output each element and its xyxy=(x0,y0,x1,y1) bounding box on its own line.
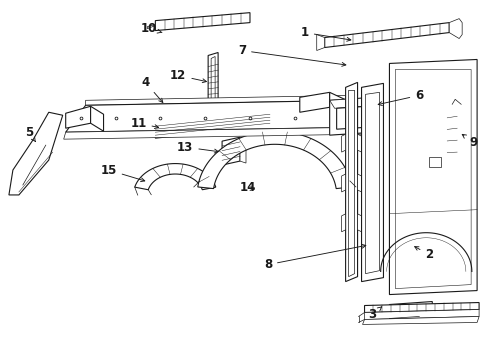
Polygon shape xyxy=(330,97,379,108)
Polygon shape xyxy=(147,24,155,28)
Text: 12: 12 xyxy=(170,69,206,83)
Polygon shape xyxy=(208,53,218,105)
Polygon shape xyxy=(135,163,216,190)
Polygon shape xyxy=(363,316,479,324)
Polygon shape xyxy=(390,302,432,319)
Polygon shape xyxy=(358,214,362,232)
Text: 2: 2 xyxy=(415,247,433,261)
Polygon shape xyxy=(395,69,471,289)
Text: 6: 6 xyxy=(378,89,423,105)
Polygon shape xyxy=(337,106,368,129)
Polygon shape xyxy=(342,214,345,232)
Polygon shape xyxy=(86,95,355,105)
Polygon shape xyxy=(222,137,240,165)
Polygon shape xyxy=(240,137,246,163)
Bar xyxy=(429,157,441,167)
Polygon shape xyxy=(91,106,103,131)
Polygon shape xyxy=(300,92,330,112)
Polygon shape xyxy=(449,19,462,39)
Polygon shape xyxy=(358,134,362,152)
Polygon shape xyxy=(342,174,345,192)
Polygon shape xyxy=(9,112,63,195)
Text: 5: 5 xyxy=(24,126,35,141)
Polygon shape xyxy=(66,100,365,132)
Polygon shape xyxy=(155,13,250,31)
Polygon shape xyxy=(66,106,91,128)
Polygon shape xyxy=(366,92,379,274)
Polygon shape xyxy=(64,127,365,139)
Polygon shape xyxy=(211,57,215,102)
Polygon shape xyxy=(317,35,325,50)
Polygon shape xyxy=(345,82,358,282)
Polygon shape xyxy=(330,97,374,135)
Polygon shape xyxy=(325,23,449,48)
Text: 14: 14 xyxy=(240,181,256,194)
Polygon shape xyxy=(390,59,477,294)
Polygon shape xyxy=(362,84,384,282)
Polygon shape xyxy=(447,104,457,164)
Polygon shape xyxy=(348,90,355,276)
Text: 9: 9 xyxy=(462,134,477,149)
Text: 3: 3 xyxy=(368,307,382,321)
Text: 8: 8 xyxy=(264,244,366,271)
Polygon shape xyxy=(330,92,344,114)
Text: 4: 4 xyxy=(141,76,163,103)
Text: 13: 13 xyxy=(177,141,219,154)
Polygon shape xyxy=(358,174,362,192)
Polygon shape xyxy=(155,111,270,138)
Text: 10: 10 xyxy=(140,22,162,35)
Polygon shape xyxy=(365,310,479,319)
Polygon shape xyxy=(365,302,479,312)
Text: 1: 1 xyxy=(301,26,351,41)
Text: 15: 15 xyxy=(100,163,145,182)
Text: 7: 7 xyxy=(238,44,346,66)
Text: 11: 11 xyxy=(130,117,159,130)
Polygon shape xyxy=(198,131,352,189)
Polygon shape xyxy=(342,134,345,152)
